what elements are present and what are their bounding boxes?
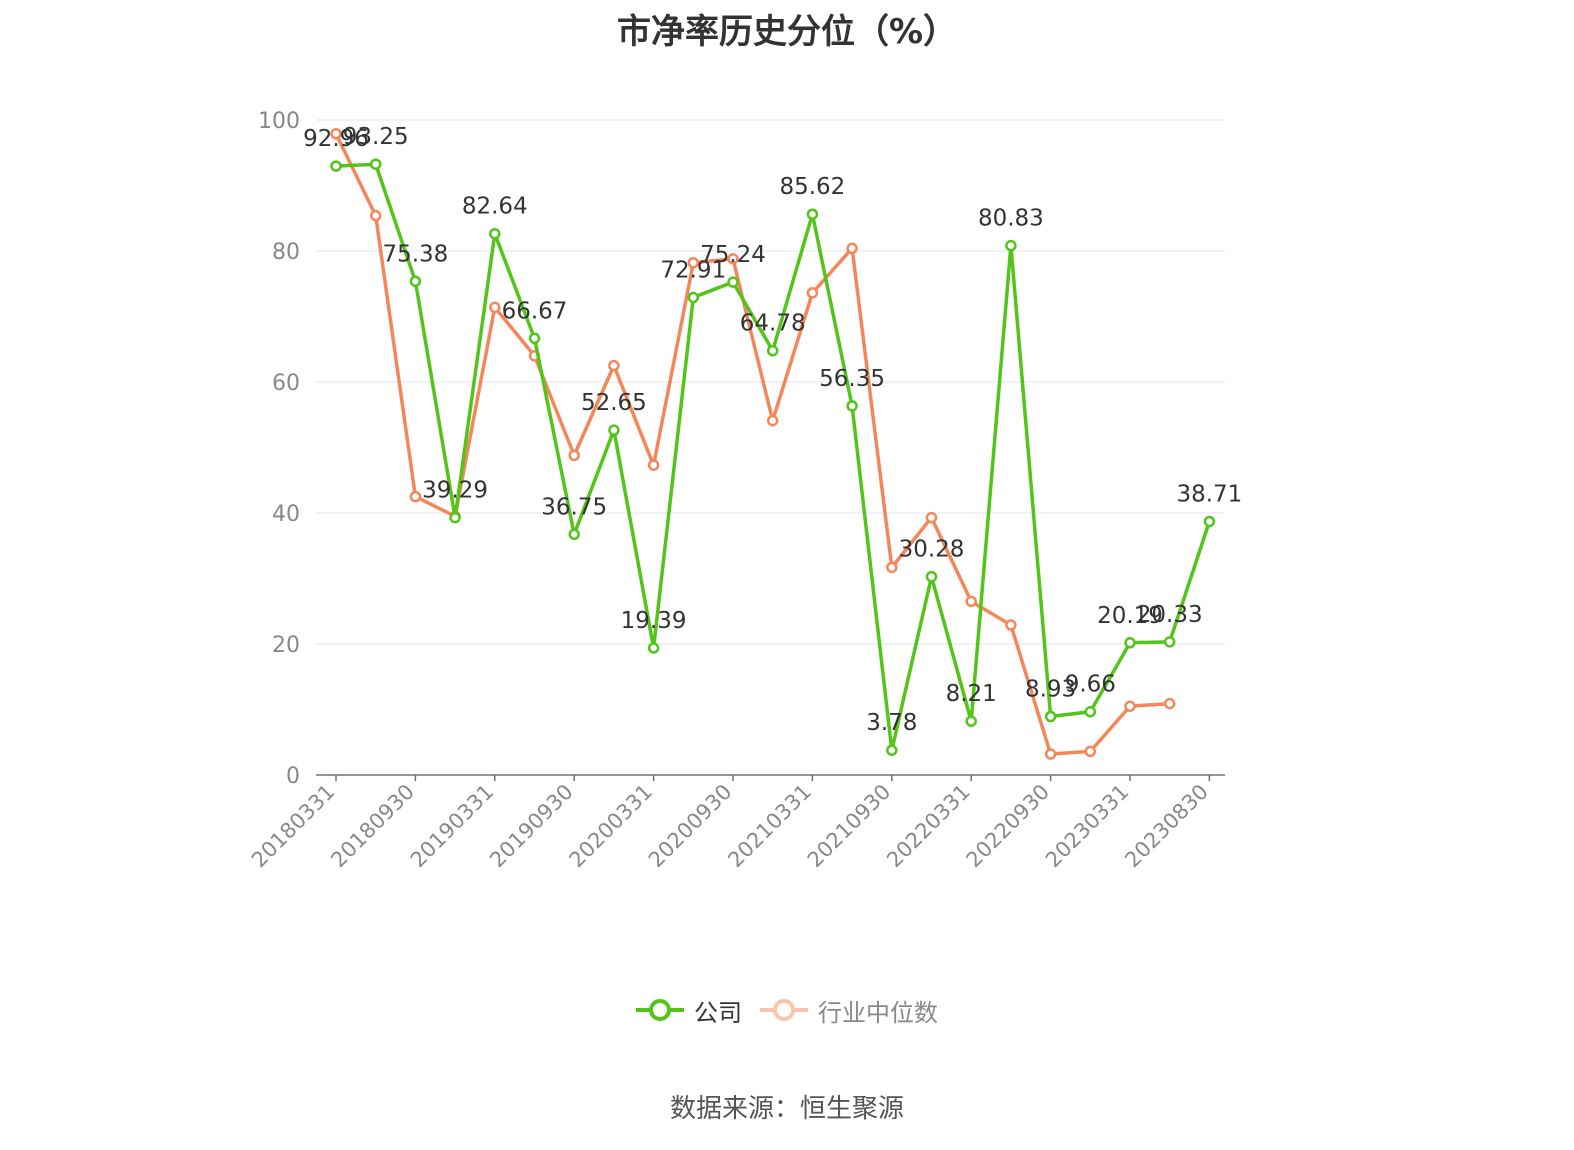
legend-industry-line-icon xyxy=(760,999,808,1021)
data-point-company xyxy=(1005,239,1017,252)
y-tick-label: 80 xyxy=(272,240,300,265)
data-point-company xyxy=(1163,636,1176,648)
data-point-company xyxy=(1124,637,1136,649)
x-tick-label: 20220331 xyxy=(882,780,975,873)
data-label-company: 80.83 xyxy=(978,206,1044,232)
data-label-company: 93.25 xyxy=(343,124,409,150)
data-point-industry-median xyxy=(1124,700,1136,712)
y-tick-label: 20 xyxy=(272,633,300,658)
data-label-company: 75.24 xyxy=(700,242,766,268)
data-point-industry-median xyxy=(489,301,501,314)
legend-label-industry-median: 行业中位数 xyxy=(818,998,938,1027)
x-tick-label: 20200331 xyxy=(565,780,658,873)
x-tick-label: 20200930 xyxy=(644,780,737,873)
data-label-company: 20.33 xyxy=(1137,602,1203,628)
data-point-company xyxy=(449,511,461,524)
data-label-company: 52.65 xyxy=(581,390,647,416)
x-tick-label: 20180930 xyxy=(326,780,419,873)
data-point-industry-median xyxy=(727,253,739,265)
y-tick-label: 40 xyxy=(272,502,300,527)
data-label-company: 20.19 xyxy=(1097,603,1163,629)
data-point-company xyxy=(925,570,938,583)
data-point-company xyxy=(608,424,620,436)
series-line-industry-median xyxy=(334,132,1170,756)
data-label-company: 19.39 xyxy=(621,608,687,634)
data-point-company xyxy=(568,528,580,541)
data-point-industry-median xyxy=(608,359,620,372)
data-point-company xyxy=(330,160,342,172)
legend-label-company: 公司 xyxy=(694,998,742,1027)
legend-company-line-icon xyxy=(636,999,684,1021)
data-label-company: 56.35 xyxy=(819,366,885,392)
data-point-industry-median xyxy=(766,414,779,427)
data-point-company xyxy=(965,715,977,727)
x-tick-label: 20210331 xyxy=(723,780,816,873)
data-label-company: 85.62 xyxy=(779,174,845,200)
data-point-industry-median xyxy=(687,257,700,269)
data-point-company xyxy=(1203,515,1216,528)
data-label-company: 8.93 xyxy=(1025,677,1076,703)
data-point-industry-median xyxy=(1005,619,1017,631)
data-point-industry-median xyxy=(647,459,660,471)
data-point-industry-median xyxy=(925,511,938,524)
legend-item-industry-median[interactable]: 行业中位数 xyxy=(760,993,938,1028)
data-point-company xyxy=(409,275,422,288)
data-point-industry-median xyxy=(1044,748,1057,760)
data-point-industry-median xyxy=(568,449,580,462)
data-label-company: 3.78 xyxy=(866,710,917,736)
data-label-company: 82.64 xyxy=(462,194,528,220)
data-point-company xyxy=(727,276,739,288)
data-point-industry-median xyxy=(965,595,977,608)
data-point-company xyxy=(489,227,501,240)
legend-item-company[interactable]: 公司 xyxy=(636,993,742,1028)
data-point-company xyxy=(766,344,779,357)
data-label-company: 66.67 xyxy=(502,298,568,324)
data-point-industry-median xyxy=(806,287,819,299)
data-label-company: 36.75 xyxy=(541,494,607,520)
chart-title: 市净率历史分位（%） xyxy=(616,12,958,52)
data-point-company xyxy=(647,642,660,654)
x-tick-label: 20220930 xyxy=(962,780,1055,873)
grid-lines xyxy=(316,119,1225,645)
data-label-company: 30.28 xyxy=(899,537,965,563)
data-point-industry-median xyxy=(330,128,342,140)
legend: 公司 行业中位数 xyxy=(0,990,1574,1030)
x-tick-label: 20230830 xyxy=(1120,780,1213,873)
data-source: 数据来源：恒生聚源 xyxy=(669,1094,904,1124)
data-point-company xyxy=(846,400,858,412)
data-label-company: 9.66 xyxy=(1065,672,1116,698)
data-point-company xyxy=(687,291,700,304)
x-tick-label: 20180331 xyxy=(247,780,340,873)
data-point-company xyxy=(806,208,819,220)
data-label-company: 75.38 xyxy=(382,241,448,267)
data-label-company: 8.21 xyxy=(946,681,997,707)
y-tick-label: 100 xyxy=(258,109,300,134)
x-tick-label: 20210930 xyxy=(803,780,896,873)
x-tick-label: 20190331 xyxy=(406,780,499,873)
data-point-company xyxy=(369,158,382,170)
data-point-company xyxy=(1044,710,1057,723)
data-point-industry-median xyxy=(369,209,382,222)
y-tick-label: 0 xyxy=(286,764,300,789)
data-label-company: 72.91 xyxy=(660,257,726,283)
data-point-company xyxy=(1084,705,1097,718)
data-point-company xyxy=(528,332,541,345)
data-label-company: 64.78 xyxy=(740,311,806,337)
data-point-industry-median xyxy=(1084,745,1097,758)
x-tick-label: 20190930 xyxy=(485,780,578,873)
series xyxy=(330,128,1216,760)
data-point-industry-median xyxy=(846,242,858,255)
data-label-company: 39.29 xyxy=(422,478,488,504)
data-point-industry-median xyxy=(886,561,898,574)
x-tick-label: 20230331 xyxy=(1041,780,1134,873)
axes: 0 20 40 60 80 100 2018033120180930201903312019… xyxy=(247,109,1225,872)
data-label-company: 92.96 xyxy=(303,126,369,152)
data-label-company: 38.71 xyxy=(1176,481,1242,507)
data-point-industry-median xyxy=(1163,697,1176,710)
data-point-company xyxy=(886,744,898,756)
y-tick-label: 60 xyxy=(272,371,300,396)
data-point-industry-median xyxy=(409,490,422,503)
